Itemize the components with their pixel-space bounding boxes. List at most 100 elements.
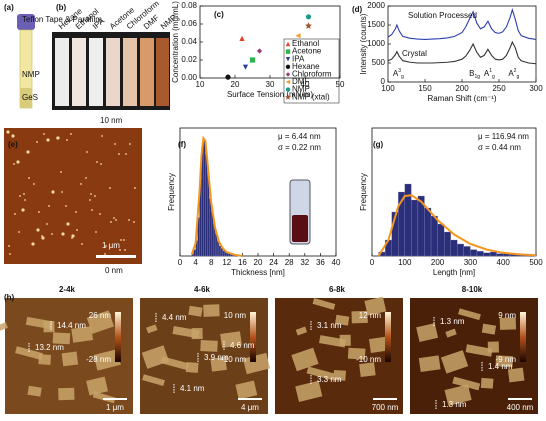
colorbar-top: 26 nm [89,311,112,320]
height-label: 4.6 nm [230,341,255,350]
afm-dot [60,171,62,173]
histogram-bar [463,246,471,257]
histogram-bar [226,253,229,257]
solvent-photo [52,32,170,110]
y-axis-label: Concentration (mg/mL) [171,1,180,83]
colorbar-bottom: -9 nm [496,355,517,364]
afm-flake [242,352,271,375]
afm-flake [347,347,366,360]
afm-dot [48,205,50,207]
afm-dot [75,211,77,213]
panel-label: (g) [373,140,384,149]
histogram-bar [437,223,445,257]
afm-dot [89,199,91,201]
histogram-bar [209,198,212,257]
afm-flake [335,314,350,326]
scatter-point [295,33,301,39]
afm-dot [23,193,25,195]
afm-flake [312,298,336,310]
y-axis-label: Frequency [167,173,176,211]
x-tick-label: 300 [464,258,478,267]
height-label: 1.3 nm [442,400,467,409]
scale-bar-label: 700 nm [372,403,399,412]
afm-dot [28,177,30,179]
vial-liquid [292,215,308,242]
afm-flake [200,340,218,352]
afm-dot [51,233,53,235]
afm-dot [46,138,50,142]
colorbar-bottom: -10 nm [356,355,381,364]
height-label: 4.4 nm [162,313,187,322]
height-label: 3.9 nm [204,353,229,362]
afm-flake [351,310,368,324]
afm-flake [141,345,170,369]
afm-flake [210,356,227,372]
height-label: 3.3 nm [317,375,342,384]
peak-label-sup: 2 [514,68,517,74]
histogram-bar [203,140,206,257]
afm-dot [76,229,78,231]
afm-flake [295,380,323,403]
x-tick-label: 30 [266,80,275,89]
afm-dot [61,232,65,236]
histogram-bar [205,153,208,257]
x-tick-label: 20 [254,258,263,267]
height-label: 1.4 nm [488,362,513,371]
afm-dot [18,231,20,233]
afm-dot [36,228,40,232]
y-tick-label: 1500 [367,20,385,29]
scale-bar-label: 1 μm [102,241,120,250]
afm-flake [86,310,115,334]
afm-dot [119,249,121,251]
series-label: Crystal [402,49,427,58]
afm-title: 2-4k [59,285,76,294]
afm-flake [203,304,220,317]
scatter-point [305,14,312,20]
afm-dot [115,219,117,221]
afm-flake [306,366,335,381]
afm-flake [92,391,116,404]
legend-marker [285,41,291,47]
afm-dot [38,211,40,213]
peak-label-base: A [508,69,514,78]
scatter-point [256,48,263,54]
y-axis-label: Frequency [359,173,368,211]
y-tick-label: 0.00 [181,73,197,82]
afm-dot [24,199,26,201]
afm-flake [499,317,517,330]
afm-dot [94,195,96,197]
afm-flake [220,331,242,348]
y-tick-label: 0 [381,77,386,86]
fit-curve [377,194,537,257]
afm-dot [9,253,11,255]
legend-label: DMF [292,77,309,86]
peak-label: A2g [508,68,519,80]
afm-flake [93,349,121,371]
legend-label: NMP (xtal) [292,92,330,101]
afm-dot [104,253,106,255]
scatter-point [225,74,231,80]
height-label: 3.1 nm [317,321,342,330]
colorbar [250,312,256,362]
afm-dot [81,243,83,245]
colorbar-bottom: -10 nm [221,355,246,364]
afm-dot [118,153,120,155]
histogram-bar [450,239,458,257]
afm-flake [444,384,472,406]
afm-flake [445,328,457,338]
legend-marker [285,94,291,100]
stat-label: μ = 116.94 nm [478,132,529,141]
afm-dot [33,183,35,185]
vial-schematic [17,14,35,109]
colorbar-top: 10 nm [224,311,247,320]
afm-dot [16,160,20,164]
x-tick-label: 40 [332,258,341,267]
legend-marker [285,49,291,54]
afm-features [6,130,136,255]
x-tick-label: 300 [529,84,543,93]
x-tick-label: 4 [193,258,198,267]
afm-flake [364,296,387,316]
histogram-bar [444,231,451,257]
afm-dot [91,209,93,211]
